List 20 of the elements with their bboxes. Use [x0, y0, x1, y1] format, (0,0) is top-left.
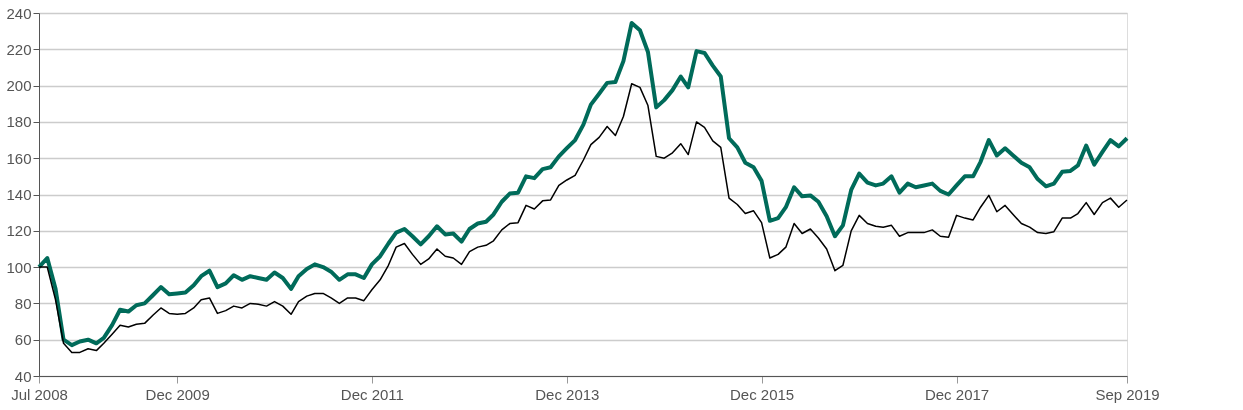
y-tick-label: 80 — [14, 294, 32, 312]
line-series — [38, 83, 1128, 354]
y-tick-label: 100 — [6, 258, 32, 276]
x-tick-label: Dec 2017 — [924, 385, 990, 403]
y-tick-label: 60 — [14, 331, 32, 349]
x-tick-label: Dec 2013 — [535, 385, 600, 403]
x-tick-label: Dec 2011 — [340, 385, 404, 403]
x-tick-label: Jul 2008 — [11, 385, 68, 403]
y-tick-label: 200 — [6, 77, 32, 95]
y-tick-label: 120 — [6, 222, 32, 240]
y-tick-label: 160 — [6, 149, 32, 167]
line-series — [37, 20, 1129, 348]
x-tick-label: Sep 2019 — [1095, 385, 1160, 403]
y-tick-label: 240 — [6, 4, 32, 22]
x-tick-label: Dec 2009 — [145, 385, 210, 403]
x-tick-label: Dec 2015 — [729, 385, 795, 403]
y-tick-label: 220 — [6, 40, 32, 58]
y-tick-label: 180 — [6, 113, 32, 131]
y-tick-label: 140 — [6, 186, 32, 203]
y-tick-label: 40 — [14, 367, 32, 385]
